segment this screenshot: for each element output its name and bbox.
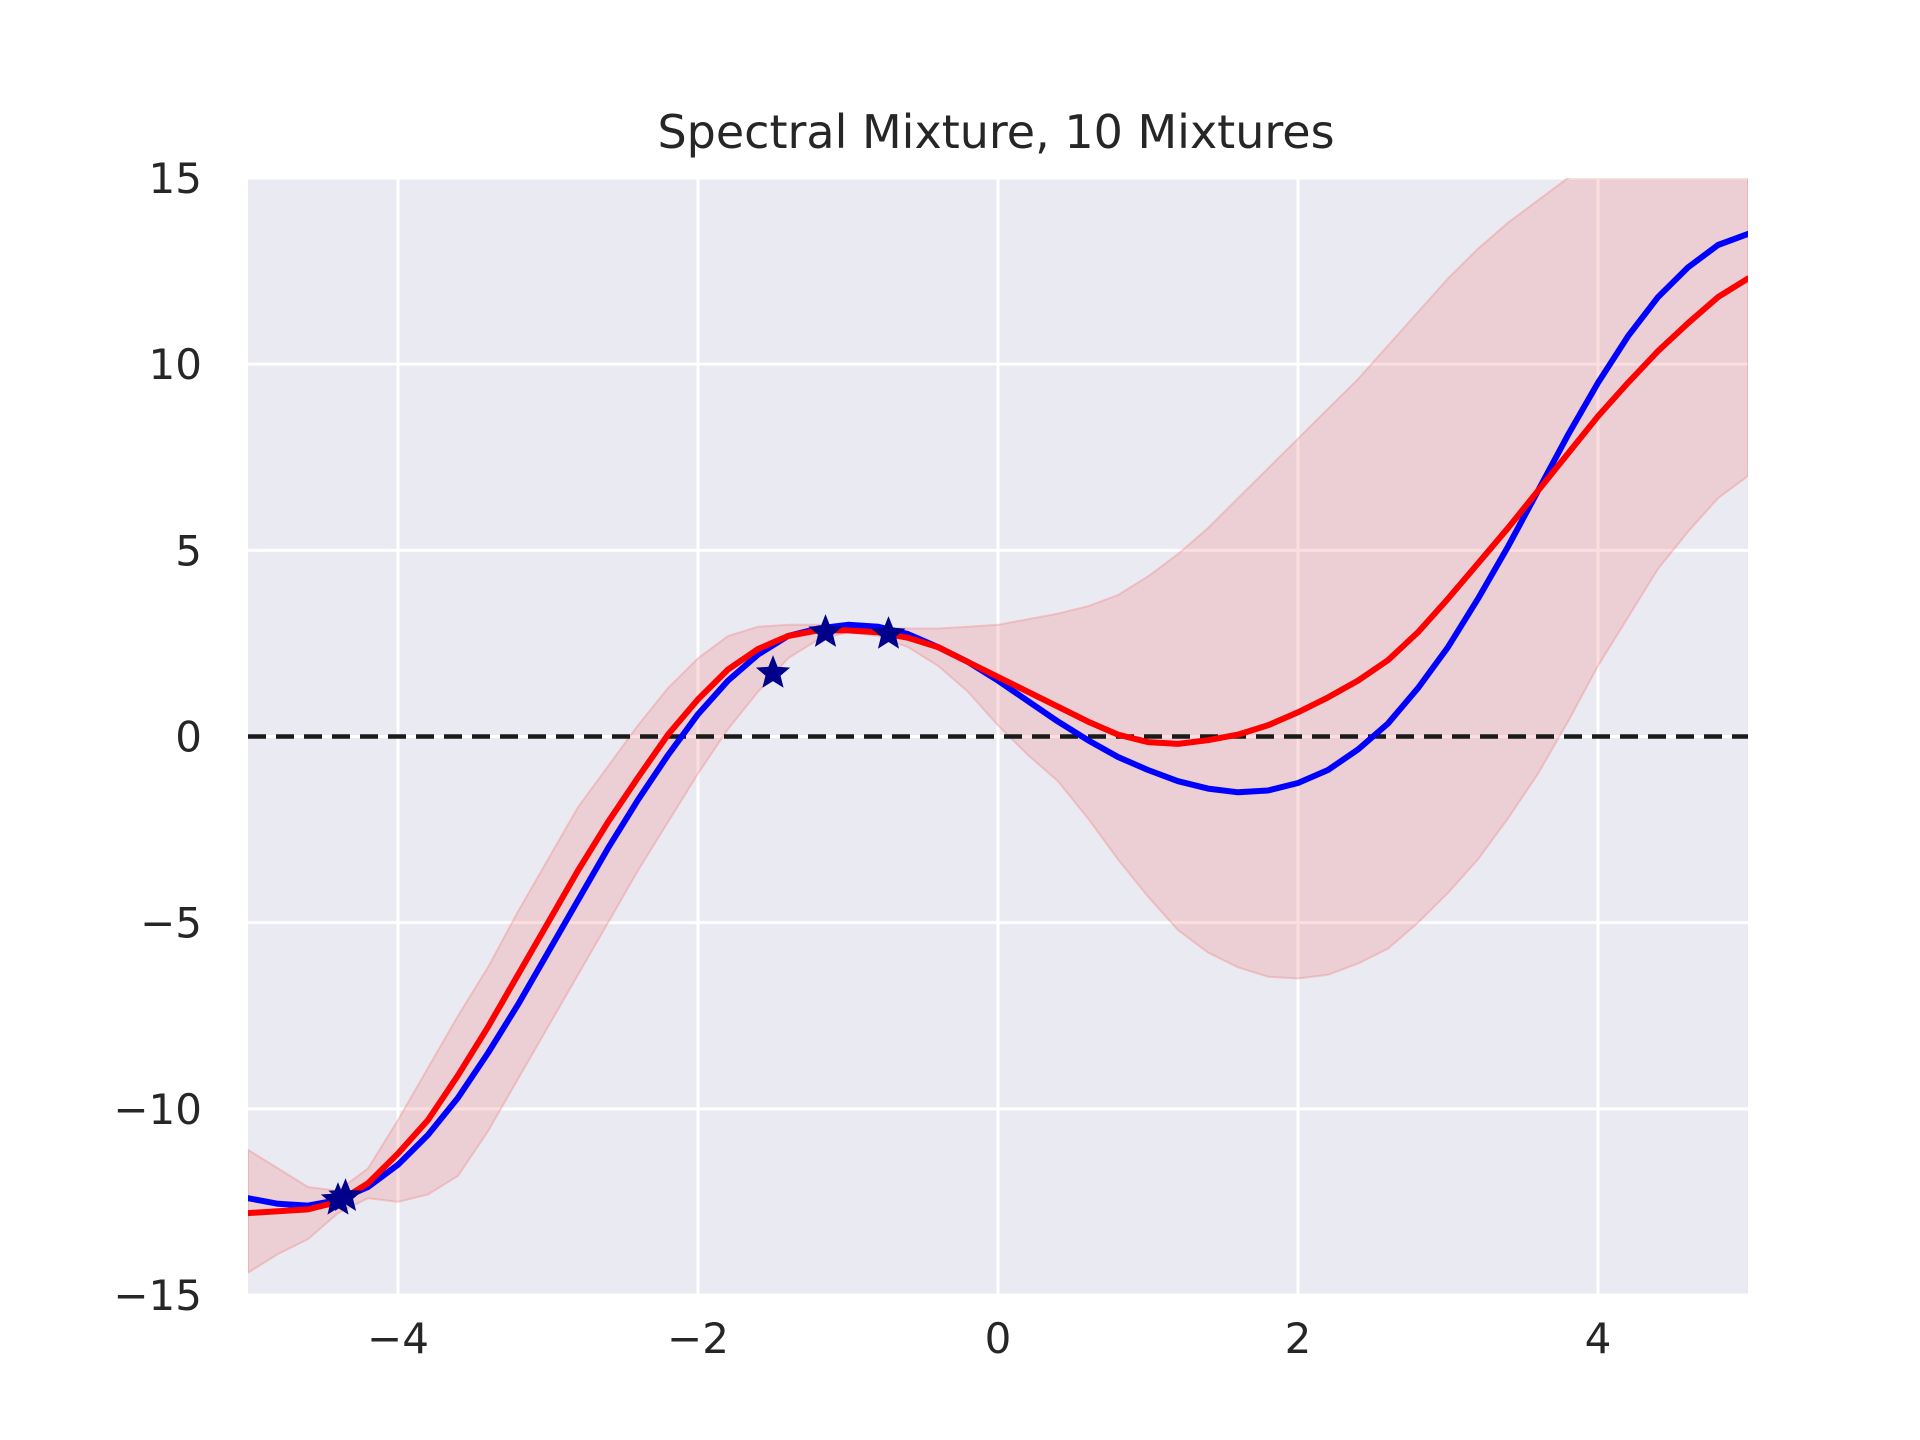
y-tick-label: −5 [140, 899, 202, 948]
x-tick-label: 2 [1285, 1314, 1312, 1363]
y-tick-label: 15 [149, 154, 202, 203]
y-tick-label: 5 [175, 526, 202, 575]
observation-point [808, 614, 843, 647]
observation-point [871, 616, 906, 649]
x-tick-label: −2 [667, 1314, 729, 1363]
confidence-band [248, 178, 1748, 1274]
x-tick-label: 0 [985, 1314, 1012, 1363]
predictive-mean-line [248, 275, 1748, 1217]
y-tick-label: −10 [113, 1085, 202, 1134]
y-tick-labels: −15 −10 −5 0 5 10 15 [113, 154, 202, 1320]
true-function-line [248, 230, 1748, 1209]
x-tick-labels: −4 −2 0 2 4 [367, 1314, 1611, 1363]
observation-point [328, 1178, 363, 1211]
y-tick-label: 10 [149, 340, 202, 389]
observation-layer [320, 614, 906, 1215]
x-tick-label: 4 [1585, 1314, 1612, 1363]
observation-point [755, 655, 791, 688]
chart-title: Spectral Mixture, 10 Mixtures [657, 105, 1334, 159]
confidence-band-layer [248, 178, 1748, 1274]
x-tick-label: −4 [367, 1314, 429, 1363]
y-tick-label: −15 [113, 1271, 202, 1320]
series-layer [248, 230, 1748, 1217]
y-tick-label: 0 [175, 713, 202, 762]
